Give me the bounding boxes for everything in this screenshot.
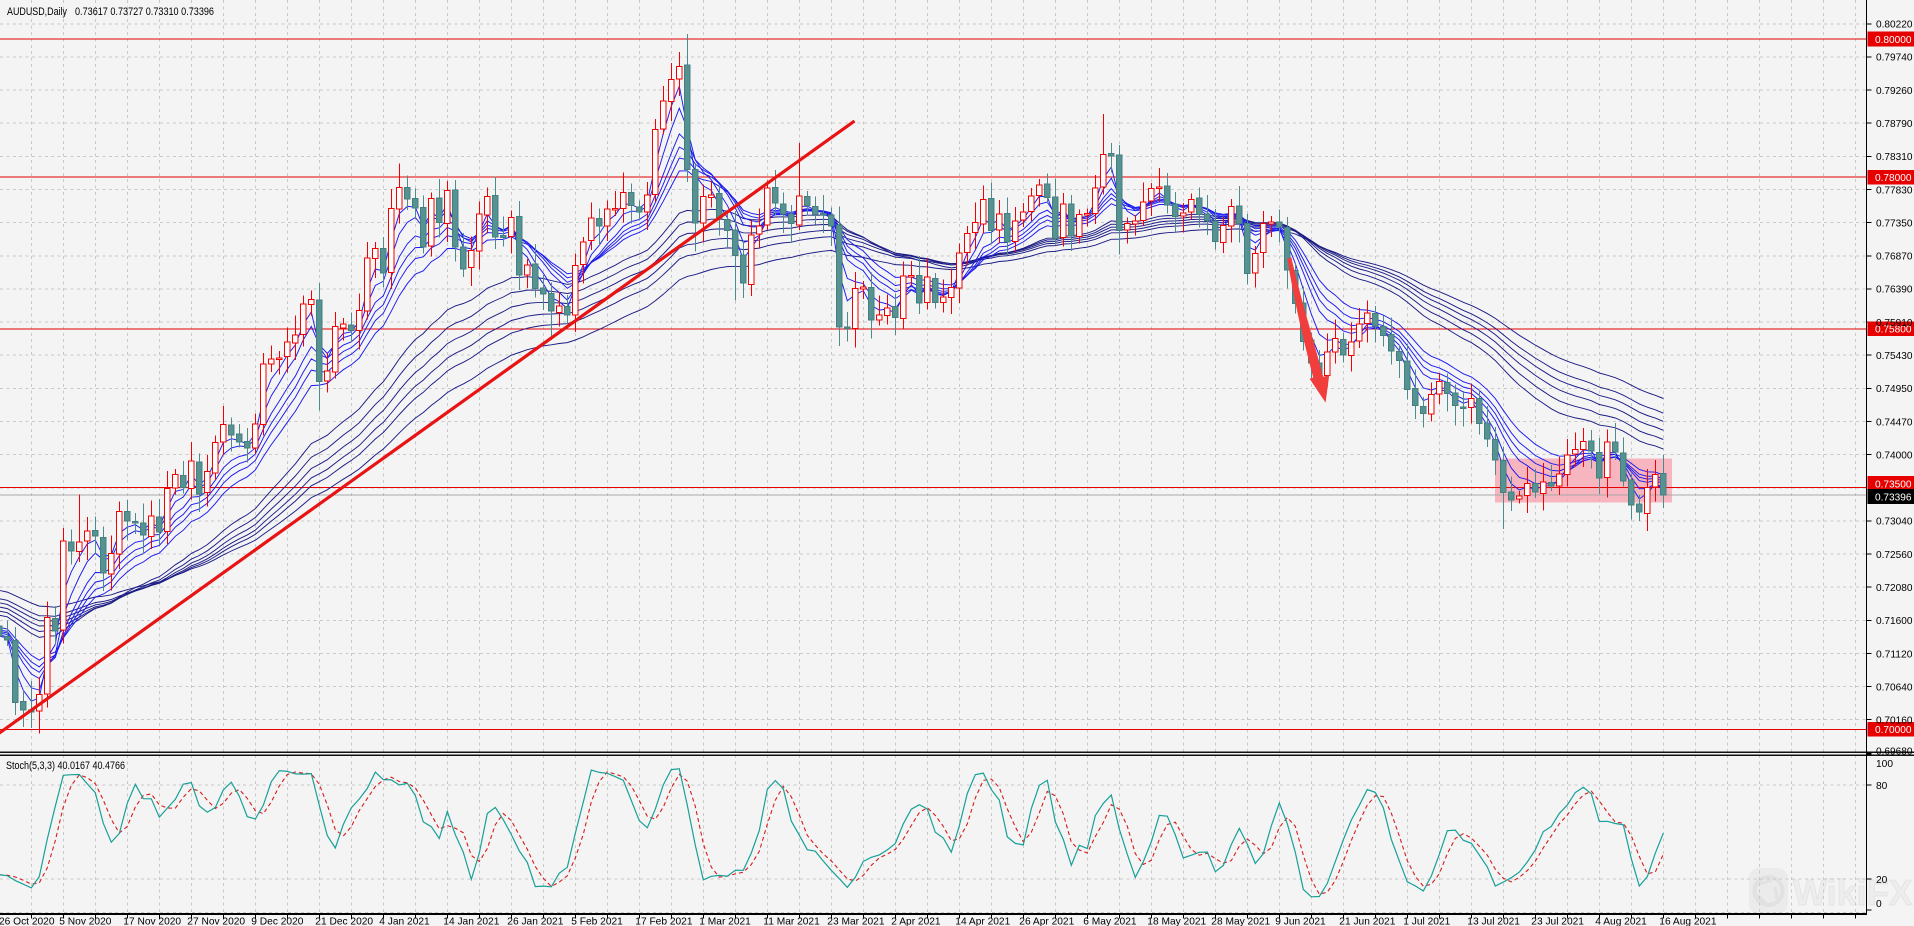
svg-text:0.75800: 0.75800 — [1875, 325, 1912, 336]
svg-text:9 Jun 2021: 9 Jun 2021 — [1275, 917, 1326, 926]
svg-text:80: 80 — [1876, 781, 1888, 792]
svg-text:0.74950: 0.74950 — [1876, 384, 1913, 395]
svg-text:2 Apr 2021: 2 Apr 2021 — [891, 917, 941, 926]
svg-text:27 Nov 2020: 27 Nov 2020 — [187, 917, 245, 926]
svg-text:AUDUSD,Daily: AUDUSD,Daily — [7, 6, 67, 18]
svg-text:16 Aug 2021: 16 Aug 2021 — [1659, 917, 1717, 926]
svg-text:1 Jul 2021: 1 Jul 2021 — [1403, 917, 1450, 926]
svg-text:1 Mar 2021: 1 Mar 2021 — [699, 917, 751, 926]
svg-text:0.76390: 0.76390 — [1876, 285, 1913, 296]
svg-text:23 Mar 2021: 23 Mar 2021 — [827, 917, 885, 926]
svg-text:14 Jan 2021: 14 Jan 2021 — [443, 917, 499, 926]
svg-text:0.78000: 0.78000 — [1875, 173, 1912, 184]
svg-text:5 Nov 2020: 5 Nov 2020 — [59, 917, 111, 926]
svg-text:26 Apr 2021: 26 Apr 2021 — [1019, 917, 1074, 926]
svg-text:0.72080: 0.72080 — [1876, 583, 1913, 594]
svg-text:0.70000: 0.70000 — [1875, 725, 1912, 736]
svg-text:0.73500: 0.73500 — [1875, 479, 1912, 490]
svg-text:28 May 2021: 28 May 2021 — [1211, 917, 1270, 926]
svg-text:26 Oct 2020: 26 Oct 2020 — [0, 917, 55, 926]
svg-text:0.72560: 0.72560 — [1876, 550, 1913, 561]
svg-text:0.73617 0.73727 0.73310 0.7339: 0.73617 0.73727 0.73310 0.73396 — [75, 6, 214, 18]
svg-text:0.77350: 0.77350 — [1876, 218, 1913, 229]
svg-text:5 Feb 2021: 5 Feb 2021 — [571, 917, 623, 926]
svg-text:0.71600: 0.71600 — [1876, 616, 1913, 627]
svg-text:100: 100 — [1876, 759, 1893, 770]
svg-text:0.75910: 0.75910 — [1876, 318, 1913, 329]
svg-text:18 May 2021: 18 May 2021 — [1147, 917, 1206, 926]
svg-text:13 Jul 2021: 13 Jul 2021 — [1467, 917, 1520, 926]
svg-text:6 May 2021: 6 May 2021 — [1083, 917, 1137, 926]
svg-text:0.78790: 0.78790 — [1876, 119, 1913, 130]
svg-text:17 Feb 2021: 17 Feb 2021 — [635, 917, 693, 926]
svg-text:21 Jun 2021: 21 Jun 2021 — [1339, 917, 1395, 926]
svg-text:0.73396: 0.73396 — [1875, 492, 1912, 503]
svg-text:0.77830: 0.77830 — [1876, 185, 1913, 196]
svg-text:0.69680: 0.69680 — [1876, 746, 1913, 757]
svg-text:0.71120: 0.71120 — [1876, 649, 1913, 660]
svg-text:14 Apr 2021: 14 Apr 2021 — [955, 917, 1010, 926]
svg-text:0.74000: 0.74000 — [1876, 450, 1913, 461]
svg-text:0.74470: 0.74470 — [1876, 417, 1913, 428]
svg-text:4 Aug 2021: 4 Aug 2021 — [1595, 917, 1647, 926]
svg-text:0.78310: 0.78310 — [1876, 152, 1913, 163]
svg-text:4 Jan 2021: 4 Jan 2021 — [379, 917, 430, 926]
svg-text:0.75430: 0.75430 — [1876, 351, 1913, 362]
svg-text:21 Dec 2020: 21 Dec 2020 — [315, 917, 373, 926]
svg-text:0: 0 — [1876, 899, 1882, 910]
svg-text:26 Jan 2021: 26 Jan 2021 — [507, 917, 563, 926]
svg-text:11 Mar 2021: 11 Mar 2021 — [763, 917, 820, 926]
svg-text:23 Jul 2021: 23 Jul 2021 — [1531, 917, 1584, 926]
svg-text:17 Nov 2020: 17 Nov 2020 — [123, 917, 181, 926]
svg-text:20: 20 — [1876, 875, 1888, 886]
svg-text:0.79260: 0.79260 — [1876, 86, 1913, 97]
svg-text:0.73040: 0.73040 — [1876, 517, 1913, 528]
svg-text:0.76870: 0.76870 — [1876, 252, 1913, 263]
svg-text:0.80220: 0.80220 — [1876, 20, 1913, 31]
svg-text:0.70160: 0.70160 — [1876, 716, 1913, 727]
svg-text:0.79740: 0.79740 — [1876, 53, 1913, 64]
svg-text:Stoch(5,3,3) 40.0167 40.4766: Stoch(5,3,3) 40.0167 40.4766 — [6, 760, 125, 772]
svg-text:9 Dec 2020: 9 Dec 2020 — [251, 917, 303, 926]
svg-text:0.80000: 0.80000 — [1875, 35, 1912, 46]
svg-text:0.70640: 0.70640 — [1876, 682, 1913, 693]
svg-text:WikiFX: WikiFX — [1793, 872, 1913, 913]
